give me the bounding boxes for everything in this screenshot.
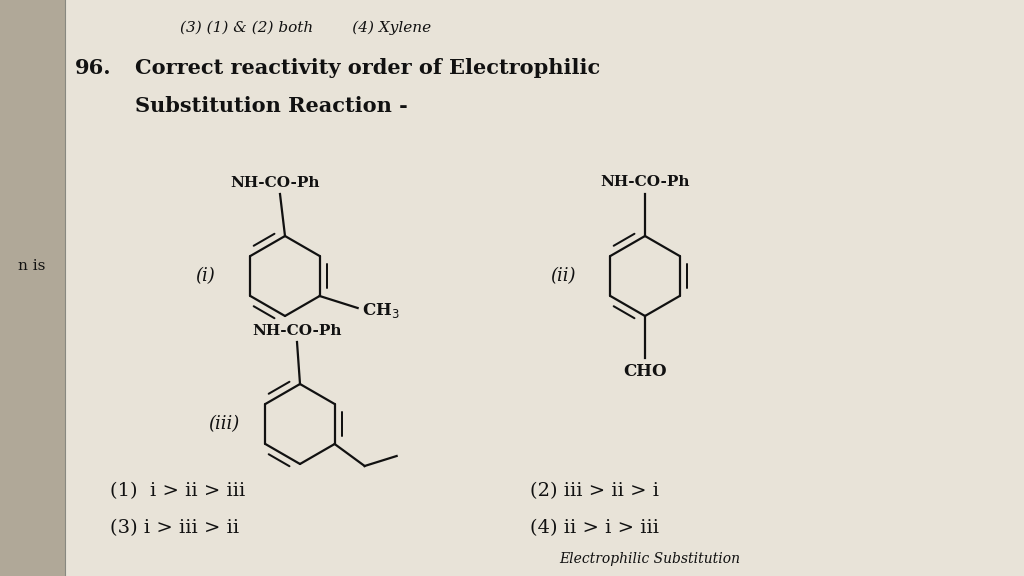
Text: (2) iii > ii > i: (2) iii > ii > i — [530, 482, 659, 500]
Text: (iii): (iii) — [208, 415, 240, 433]
Text: (i): (i) — [195, 267, 215, 285]
Text: CHO: CHO — [624, 363, 667, 380]
Text: 96.: 96. — [75, 58, 112, 78]
Text: NH-CO-Ph: NH-CO-Ph — [252, 324, 342, 338]
Text: Electrophilic Substitution: Electrophilic Substitution — [559, 552, 740, 566]
Text: (3) i > iii > ii: (3) i > iii > ii — [110, 519, 240, 537]
Text: NH-CO-Ph: NH-CO-Ph — [600, 175, 690, 189]
Bar — [0, 0, 65, 576]
Text: CH$_3$: CH$_3$ — [361, 301, 399, 320]
Text: (4) ii > i > iii: (4) ii > i > iii — [530, 519, 659, 537]
Text: n is: n is — [18, 259, 46, 273]
Text: (1)  i > ii > iii: (1) i > ii > iii — [110, 482, 246, 500]
Text: (ii): (ii) — [550, 267, 575, 285]
Text: Substitution Reaction -: Substitution Reaction - — [135, 96, 408, 116]
Text: NH-CO-Ph: NH-CO-Ph — [230, 176, 319, 190]
Text: Correct reactivity order of Electrophilic: Correct reactivity order of Electrophili… — [135, 58, 600, 78]
Text: (3) (1) & (2) both        (4) Xylene: (3) (1) & (2) both (4) Xylene — [180, 21, 431, 35]
